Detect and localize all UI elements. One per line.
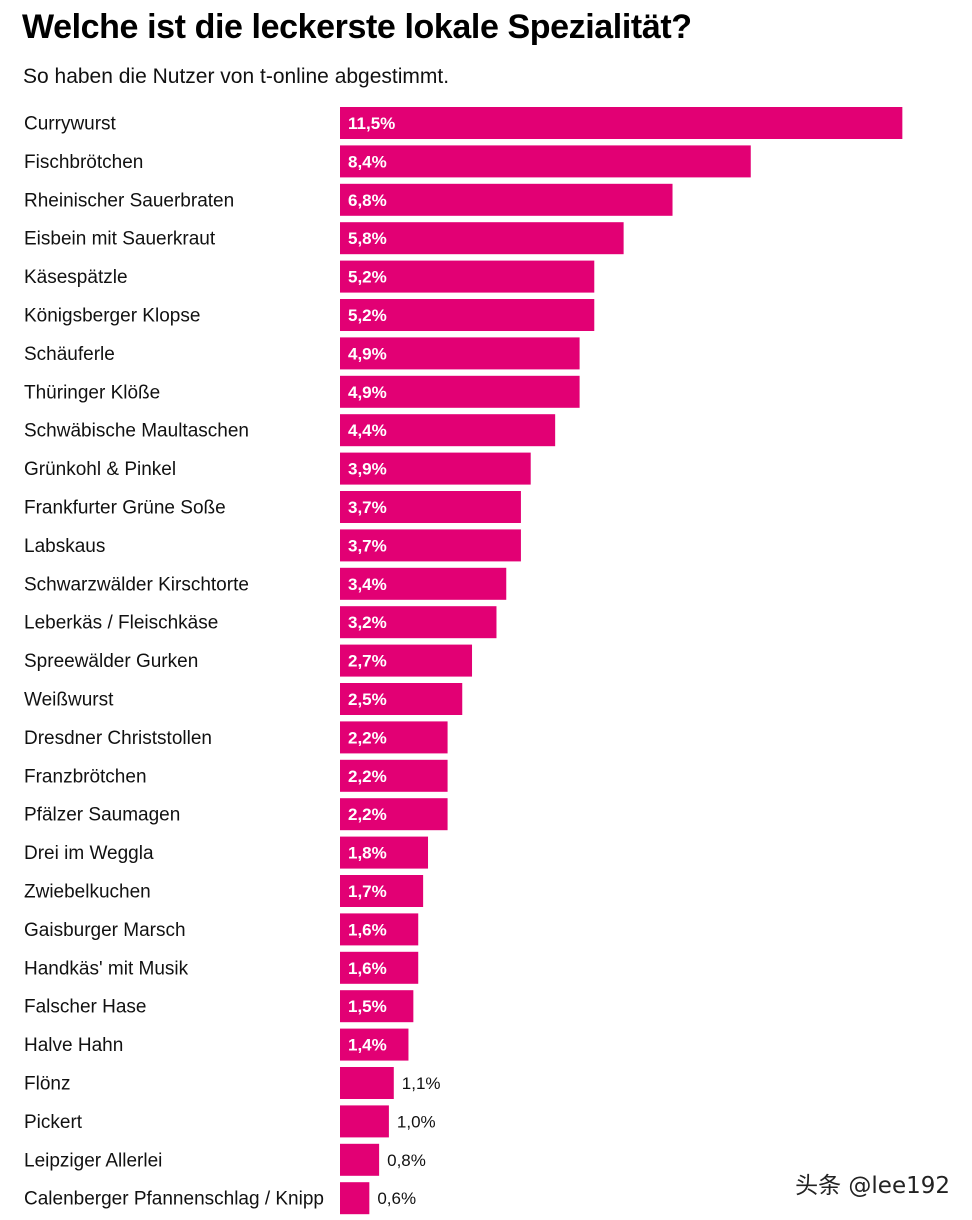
value-label: 1,5% bbox=[348, 997, 387, 1016]
value-label: 2,7% bbox=[348, 652, 387, 671]
category-label: Handkäs' mit Musik bbox=[24, 958, 189, 979]
bar bbox=[340, 1067, 394, 1099]
bar bbox=[340, 913, 419, 946]
value-label: 2,2% bbox=[348, 805, 387, 824]
category-label: Calenberger Pfannenschlag / Knipp bbox=[24, 1189, 324, 1210]
value-label: 1,0% bbox=[397, 1112, 436, 1131]
category-label: Schwarzwälder Kirschtorte bbox=[24, 574, 249, 595]
value-label: 8,4% bbox=[348, 152, 387, 171]
value-label: 1,6% bbox=[348, 959, 387, 978]
value-label: 3,7% bbox=[348, 536, 387, 555]
bar bbox=[340, 1105, 389, 1138]
bar bbox=[340, 299, 595, 331]
bar bbox=[340, 1143, 380, 1176]
value-label: 5,2% bbox=[348, 268, 387, 287]
category-label: Weißwurst bbox=[24, 690, 114, 711]
value-label: 4,9% bbox=[348, 344, 387, 363]
category-label: Frankfurter Grüne Soße bbox=[24, 498, 226, 519]
bar bbox=[340, 375, 580, 408]
bar bbox=[340, 1028, 409, 1061]
category-label: Fischbrötchen bbox=[24, 152, 143, 173]
bar bbox=[340, 452, 531, 485]
value-label: 4,9% bbox=[348, 383, 387, 402]
category-label: Pfälzer Saumagen bbox=[24, 805, 180, 826]
bar bbox=[340, 951, 419, 984]
bar bbox=[340, 107, 903, 139]
category-label: Schäuferle bbox=[24, 344, 115, 365]
value-label: 1,7% bbox=[348, 882, 387, 901]
value-label: 1,8% bbox=[348, 844, 387, 863]
bar bbox=[340, 606, 497, 639]
bar bbox=[340, 990, 414, 1023]
category-label: Leberkäs / Fleischkäse bbox=[24, 613, 218, 634]
category-label: Currywurst bbox=[24, 114, 117, 135]
value-label: 3,4% bbox=[348, 575, 387, 594]
value-label: 3,9% bbox=[348, 460, 387, 479]
bar bbox=[340, 836, 429, 869]
category-label: Labskaus bbox=[24, 536, 105, 557]
value-label: 1,6% bbox=[348, 920, 387, 939]
category-label: Königsberger Klopse bbox=[24, 306, 200, 327]
bar bbox=[340, 759, 448, 792]
category-label: Eisbein mit Sauerkraut bbox=[24, 229, 216, 250]
chart-subtitle: So haben die Nutzer von t-online abgesti… bbox=[23, 65, 450, 88]
category-label: Franzbrötchen bbox=[24, 766, 147, 787]
category-label: Leipziger Allerlei bbox=[24, 1150, 162, 1171]
bar bbox=[340, 721, 448, 754]
bar bbox=[340, 1182, 370, 1215]
value-label: 11,5% bbox=[348, 114, 395, 133]
bar bbox=[340, 683, 463, 715]
category-label: Flönz bbox=[24, 1074, 70, 1095]
value-label: 5,2% bbox=[348, 306, 387, 325]
category-label: Pickert bbox=[24, 1112, 83, 1133]
value-label: 0,8% bbox=[387, 1151, 426, 1170]
value-label: 2,5% bbox=[348, 690, 387, 709]
value-label: 5,8% bbox=[348, 229, 387, 248]
category-label: Rheinischer Sauerbraten bbox=[24, 190, 234, 211]
bar bbox=[340, 798, 448, 831]
bar bbox=[340, 222, 624, 255]
bar bbox=[340, 644, 473, 677]
bar bbox=[340, 414, 556, 447]
watermark-logo: 头条 @lee192 bbox=[795, 1173, 950, 1199]
bar bbox=[340, 260, 595, 293]
value-label: 1,1% bbox=[402, 1074, 441, 1093]
bar bbox=[340, 491, 521, 523]
value-label: 3,2% bbox=[348, 613, 387, 632]
value-label: 1,4% bbox=[348, 1036, 387, 1055]
category-label: Spreewälder Gurken bbox=[24, 651, 198, 672]
bar bbox=[340, 567, 507, 600]
category-label: Käsespätzle bbox=[24, 267, 128, 288]
category-label: Zwiebelkuchen bbox=[24, 882, 151, 903]
value-label: 6,8% bbox=[348, 191, 387, 210]
category-label: Falscher Hase bbox=[24, 997, 147, 1018]
category-label: Schwäbische Maultaschen bbox=[24, 421, 249, 442]
chart-title: Welche ist die leckerste lokale Speziali… bbox=[22, 8, 692, 46]
value-label: 2,2% bbox=[348, 767, 387, 786]
bar bbox=[340, 529, 521, 562]
bar bbox=[340, 145, 751, 178]
category-label: Halve Hahn bbox=[24, 1035, 123, 1056]
bar bbox=[340, 875, 424, 907]
category-label: Drei im Weggla bbox=[24, 843, 154, 864]
value-label: 2,2% bbox=[348, 728, 387, 747]
bar bbox=[340, 183, 673, 216]
category-label: Dresdner Christstollen bbox=[24, 728, 212, 749]
category-label: Thüringer Klöße bbox=[24, 382, 160, 403]
value-label: 4,4% bbox=[348, 421, 387, 440]
value-label: 3,7% bbox=[348, 498, 387, 517]
value-label: 0,6% bbox=[377, 1189, 416, 1208]
category-label: Grünkohl & Pinkel bbox=[24, 459, 176, 480]
category-label: Gaisburger Marsch bbox=[24, 920, 186, 941]
bar bbox=[340, 337, 580, 370]
